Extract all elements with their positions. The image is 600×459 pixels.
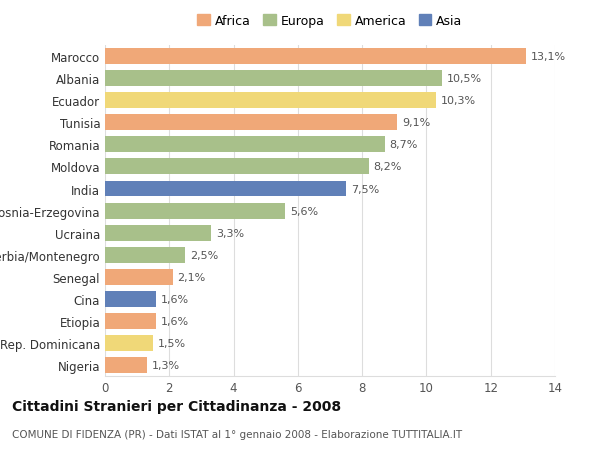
Text: 1,6%: 1,6% <box>161 316 190 326</box>
Text: 10,3%: 10,3% <box>441 96 476 106</box>
Text: 2,1%: 2,1% <box>178 272 206 282</box>
Bar <box>105 181 346 197</box>
Text: 1,5%: 1,5% <box>158 338 186 348</box>
Bar <box>105 336 153 351</box>
Text: 2,5%: 2,5% <box>190 250 218 260</box>
Bar <box>105 115 397 131</box>
Bar <box>105 269 173 285</box>
Text: 1,3%: 1,3% <box>152 360 180 370</box>
Bar <box>105 93 436 109</box>
Bar <box>105 137 385 153</box>
Bar <box>105 203 285 219</box>
Text: 13,1%: 13,1% <box>531 52 566 62</box>
Text: 8,7%: 8,7% <box>389 140 418 150</box>
Text: 8,2%: 8,2% <box>373 162 402 172</box>
Text: 5,6%: 5,6% <box>290 206 318 216</box>
Text: 3,3%: 3,3% <box>216 228 244 238</box>
Text: 10,5%: 10,5% <box>448 74 482 84</box>
Text: 1,6%: 1,6% <box>161 294 190 304</box>
Bar <box>105 225 211 241</box>
Text: COMUNE DI FIDENZA (PR) - Dati ISTAT al 1° gennaio 2008 - Elaborazione TUTTITALIA: COMUNE DI FIDENZA (PR) - Dati ISTAT al 1… <box>12 429 462 439</box>
Legend: Africa, Europa, America, Asia: Africa, Europa, America, Asia <box>193 10 467 33</box>
Bar <box>105 71 442 87</box>
Bar <box>105 247 185 263</box>
Text: 7,5%: 7,5% <box>351 184 379 194</box>
Bar <box>105 159 368 175</box>
Bar <box>105 358 147 373</box>
Text: 9,1%: 9,1% <box>403 118 431 128</box>
Text: Cittadini Stranieri per Cittadinanza - 2008: Cittadini Stranieri per Cittadinanza - 2… <box>12 399 341 413</box>
Bar <box>105 49 526 65</box>
Bar <box>105 313 157 329</box>
Bar <box>105 291 157 307</box>
